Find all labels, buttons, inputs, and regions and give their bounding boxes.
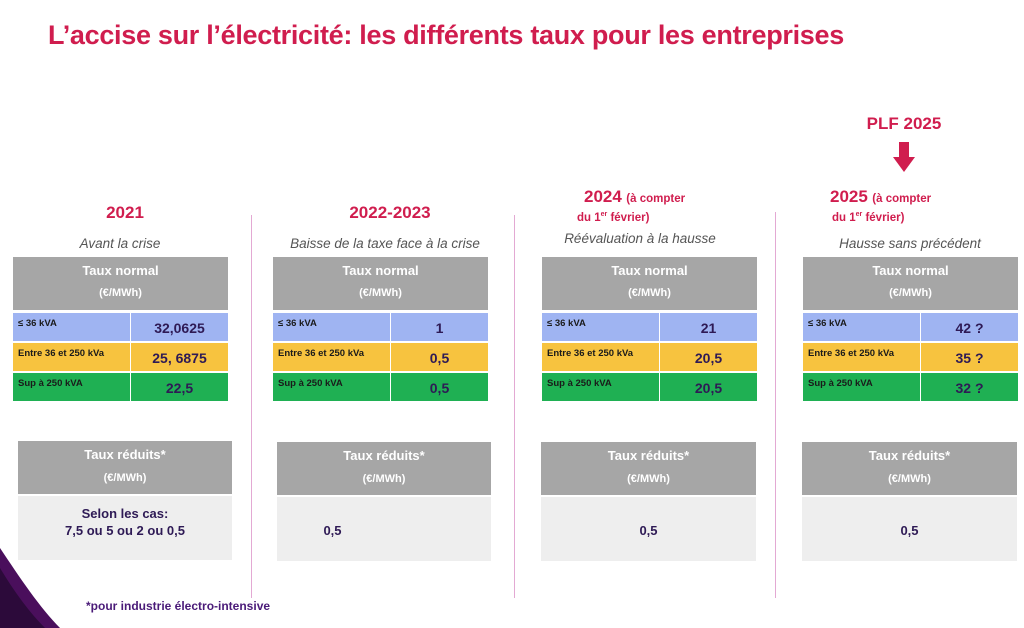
row-value: 35 ? [955,350,984,366]
divider-2 [514,215,515,598]
row-label: Entre 36 et 250 kVa [547,348,634,359]
table-row: Entre 36 et 250 kVa 20,5 [542,343,757,371]
reduced-rate-table: Taux réduits* (€/MWh) 0,5 [277,442,491,561]
table-row: ≤ 36 kVA 42 ? [803,313,1018,341]
down-arrow-icon [893,142,915,172]
table-row: Entre 36 et 250 kVa 35 ? [803,343,1018,371]
column-subtitle: Hausse sans précédent [839,236,981,251]
column-year: 2025 (à compter du 1er février) [830,187,932,224]
divider-3 [775,212,776,598]
row-label: Entre 36 et 250 kVa [278,348,365,359]
row-label: Sup à 250 kVA [18,378,83,389]
row-value: 0,5 [429,350,450,366]
column-subtitle: Réévaluation à la hausse [564,231,716,246]
normal-rate-table: Taux normal (€/MWh) ≤ 36 kVA 42 ? Entre … [803,257,1018,405]
table-row: Sup à 250 kVA 32 ? [803,373,1018,401]
row-label: Sup à 250 kVA [278,378,343,389]
reduced-header: Taux réduits* (€/MWh) [18,441,232,494]
reduced-rate-table: Taux réduits* (€/MWh) 0,5 [541,442,756,561]
column-subtitle: Baisse de la taxe face à la crise [290,236,480,251]
row-value: 20,5 [694,350,723,366]
reduced-value: 0,5 [802,497,1017,561]
reduced-header: Taux réduits* (€/MWh) [541,442,756,495]
row-label: ≤ 36 kVA [278,318,317,329]
normal-rate-table: Taux normal (€/MWh) ≤ 36 kVA 21 Entre 36… [542,257,757,405]
row-value: 32 ? [955,380,984,396]
row-label: ≤ 36 kVA [808,318,847,329]
table-row: Sup à 250 kVA 20,5 [542,373,757,401]
table-header: Taux normal (€/MWh) [13,257,228,310]
row-value: 42 ? [955,320,984,336]
column-subtitle: Avant la crise [79,236,161,251]
row-label: ≤ 36 kVA [547,318,586,329]
table-row: ≤ 36 kVA 21 [542,313,757,341]
row-label: Sup à 250 kVA [547,378,612,389]
reduced-value: 0,5 [277,497,491,561]
divider-1 [251,215,252,598]
table-row: ≤ 36 kVA 1 [273,313,488,341]
row-label: Sup à 250 kVA [808,378,873,389]
page-title: L’accise sur l’électricité: les différen… [48,20,844,50]
reduced-value: 0,5 [541,497,756,561]
row-label: Entre 36 et 250 kVa [808,348,895,359]
row-value: 21 [700,320,717,336]
table-row: Sup à 250 kVA 22,5 [13,373,228,401]
column-year: 2021 [106,203,144,222]
row-value: 25, 6875 [152,350,207,366]
table-header: Taux normal (€/MWh) [273,257,488,310]
row-value: 1 [435,320,444,336]
normal-rate-table: Taux normal (€/MWh) ≤ 36 kVA 32,0625 Ent… [13,257,228,405]
normal-rate-table: Taux normal (€/MWh) ≤ 36 kVA 1 Entre 36 … [273,257,488,405]
reduced-value: Selon les cas: 7,5 ou 5 ou 2 ou 0,5 [18,496,232,560]
column-year: 2024 (à compter du 1er février) [577,187,686,224]
reduced-header: Taux réduits* (€/MWh) [277,442,491,495]
row-value: 0,5 [429,380,450,396]
table-row: ≤ 36 kVA 32,0625 [13,313,228,341]
row-label: Entre 36 et 250 kVa [18,348,105,359]
reduced-header: Taux réduits* (€/MWh) [802,442,1017,495]
row-value: 20,5 [694,380,723,396]
plf-label: PLF 2025 [866,114,942,133]
table-row: Entre 36 et 250 kVa 25, 6875 [13,343,228,371]
table-header: Taux normal (€/MWh) [803,257,1018,310]
row-label: ≤ 36 kVA [18,318,57,329]
row-value: 32,0625 [154,320,205,336]
corner-decoration [0,548,60,628]
reduced-rate-table: Taux réduits* (€/MWh) Selon les cas: 7,5… [18,441,232,560]
table-header: Taux normal (€/MWh) [542,257,757,310]
row-value: 22,5 [165,380,194,396]
table-row: Entre 36 et 250 kVa 0,5 [273,343,488,371]
reduced-rate-table: Taux réduits* (€/MWh) 0,5 [802,442,1017,561]
column-year: 2022-2023 [349,203,431,222]
table-row: Sup à 250 kVA 0,5 [273,373,488,401]
footnote: *pour industrie électro-intensive [86,599,271,613]
